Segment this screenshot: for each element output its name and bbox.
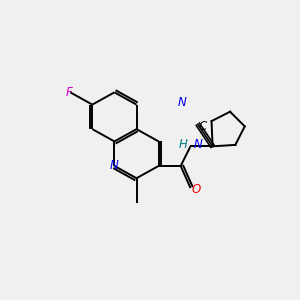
Text: N: N [178, 96, 186, 109]
Text: H: H [179, 138, 188, 151]
Text: F: F [66, 86, 72, 99]
Text: N: N [110, 159, 119, 172]
Text: N: N [194, 138, 202, 151]
Text: C: C [198, 120, 206, 133]
Text: O: O [191, 183, 200, 196]
